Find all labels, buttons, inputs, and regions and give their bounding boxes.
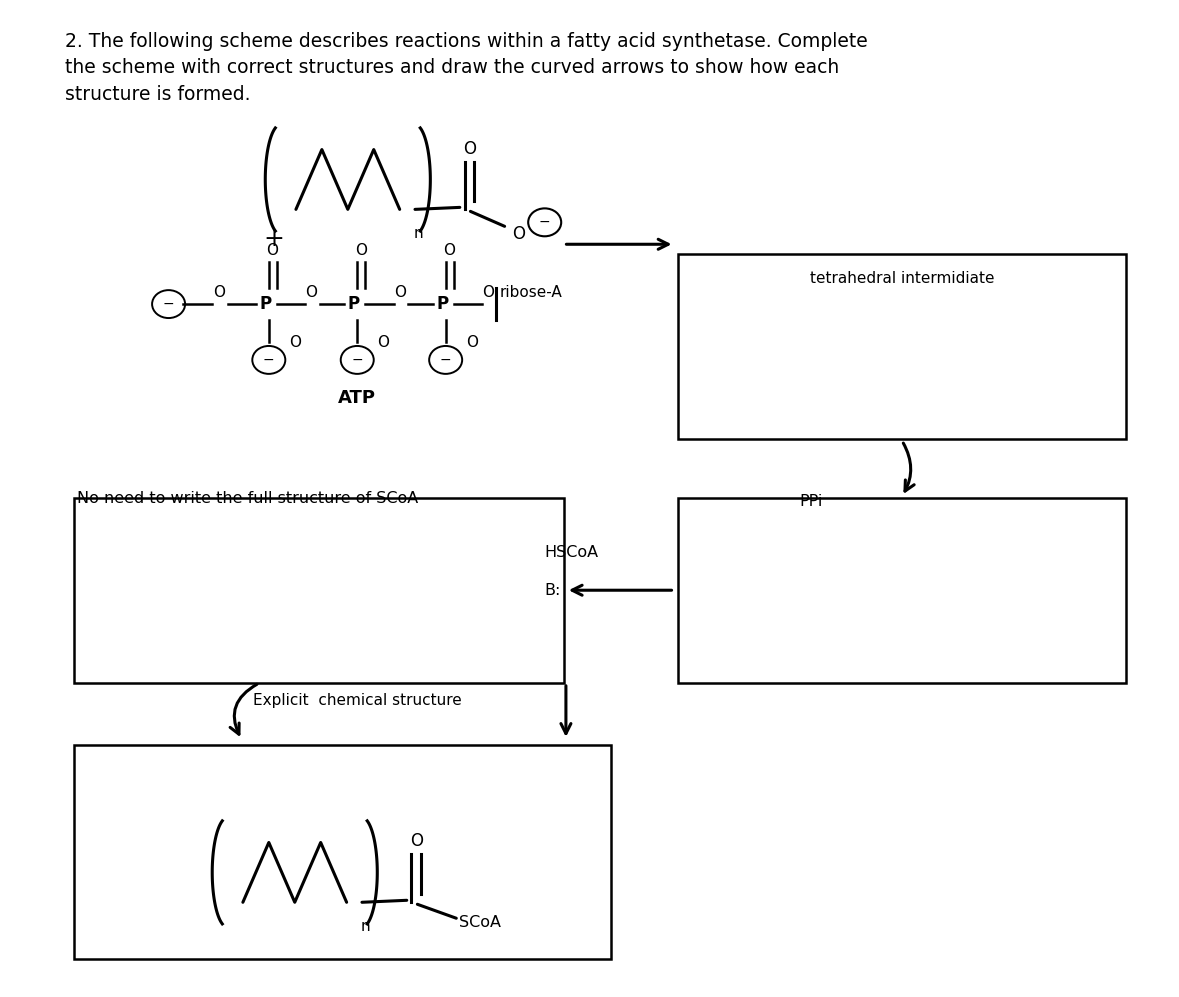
Text: O: O [466, 335, 477, 350]
Text: O: O [409, 832, 423, 850]
Text: O: O [355, 243, 367, 258]
Text: +: + [263, 227, 284, 251]
Text: B:: B: [545, 583, 561, 598]
Bar [74, 745, 611, 959]
Text: P: P [436, 295, 448, 313]
Text: ribose-A: ribose-A [500, 285, 562, 300]
Text: Explicit  chemical structure: Explicit chemical structure [253, 693, 462, 708]
Text: P: P [259, 295, 271, 313]
Text: −: − [440, 353, 452, 367]
Text: SCoA: SCoA [459, 914, 501, 930]
Text: tetrahedral intermidiate: tetrahedral intermidiate [810, 271, 994, 286]
Text: O: O [482, 285, 494, 300]
Text: −: − [263, 353, 275, 367]
Text: O: O [213, 285, 225, 300]
Text: n: n [414, 226, 423, 241]
Text: O: O [512, 225, 525, 243]
Text: −: − [539, 215, 551, 229]
Text: 2. The following scheme describes reactions within a fatty acid synthetase. Comp: 2. The following scheme describes reacti… [65, 32, 868, 104]
Text: P: P [348, 295, 360, 313]
Text: −: − [163, 297, 174, 311]
Text: HSCoA: HSCoA [545, 545, 599, 560]
Text: No need to write the full structure of SCoA: No need to write the full structure of S… [77, 491, 417, 505]
Text: PPi: PPi [799, 494, 823, 509]
Bar [74, 498, 564, 683]
Bar [678, 498, 1126, 683]
Text: O: O [266, 243, 278, 258]
Text: O: O [462, 140, 476, 158]
Text: O: O [305, 285, 317, 300]
Text: −: − [351, 353, 363, 367]
Text: O: O [443, 243, 455, 258]
Text: O: O [394, 285, 406, 300]
Text: n: n [361, 919, 370, 934]
Text: O: O [377, 335, 389, 350]
Bar [678, 254, 1126, 439]
Text: O: O [289, 335, 301, 350]
Text: ATP: ATP [338, 389, 376, 407]
